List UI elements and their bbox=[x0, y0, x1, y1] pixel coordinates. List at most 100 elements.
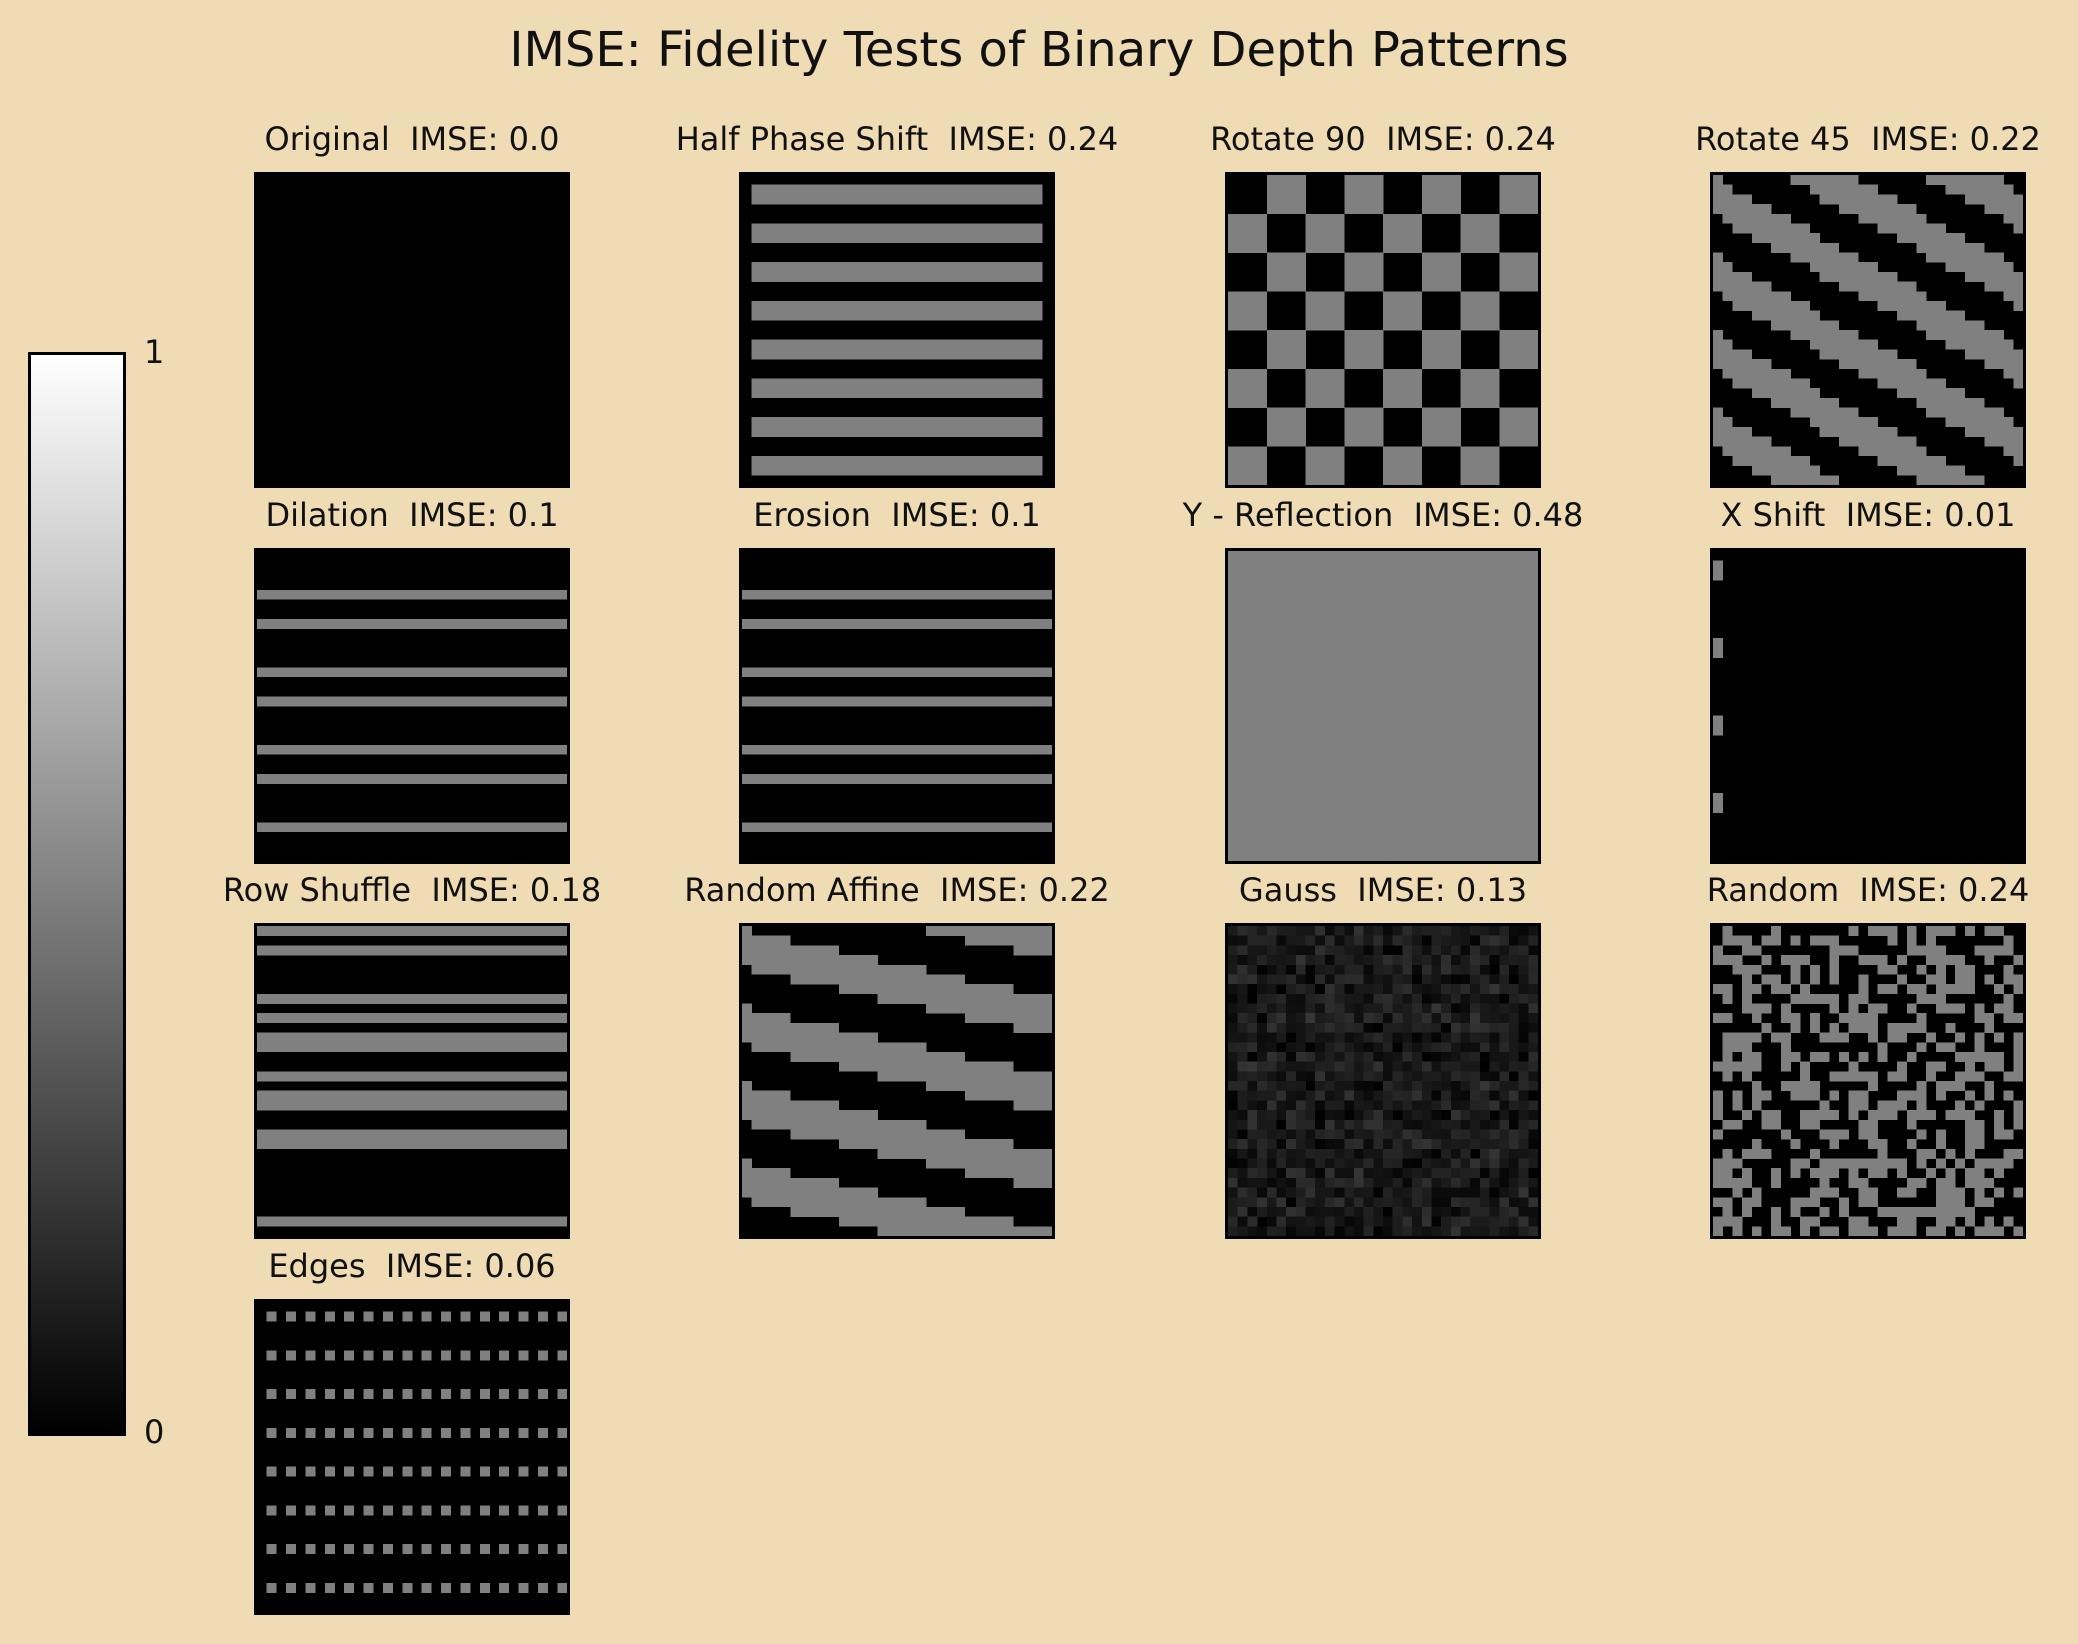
heatmap-cell bbox=[1528, 754, 1538, 765]
heatmap-cell bbox=[1353, 349, 1364, 360]
heatmap-cell bbox=[373, 1129, 384, 1140]
heatmap-cell bbox=[460, 1032, 471, 1043]
heatmap-cell bbox=[1392, 984, 1403, 995]
heatmap-cell bbox=[1392, 1226, 1403, 1236]
heatmap-cell bbox=[1499, 1226, 1510, 1236]
heatmap-cell bbox=[1809, 233, 1820, 244]
heatmap-cell bbox=[295, 696, 306, 707]
heatmap-cell bbox=[790, 426, 801, 437]
heatmap-cell bbox=[1887, 223, 1898, 234]
heatmap-cell bbox=[1373, 252, 1384, 263]
heatmap-cell bbox=[1780, 368, 1791, 379]
heatmap-cell bbox=[1363, 1022, 1374, 1033]
heatmap-cell bbox=[1722, 339, 1733, 350]
heatmap-cell bbox=[1470, 599, 1481, 610]
heatmap-cell bbox=[1305, 446, 1316, 457]
heatmap-cell bbox=[402, 696, 413, 707]
heatmap-cell bbox=[761, 1110, 772, 1121]
heatmap-cell bbox=[838, 773, 849, 784]
heatmap-cell bbox=[1305, 935, 1316, 946]
heatmap-cell bbox=[1353, 1187, 1364, 1198]
heatmap-cell bbox=[1713, 407, 1723, 418]
heatmap-cell bbox=[257, 1139, 267, 1150]
heatmap-cell bbox=[867, 1051, 878, 1062]
heatmap-cell bbox=[1334, 764, 1345, 775]
heatmap-cell bbox=[780, 339, 791, 350]
heatmap-cell bbox=[547, 1216, 558, 1227]
heatmap-cell bbox=[1508, 935, 1519, 946]
heatmap-cell bbox=[751, 194, 762, 205]
heatmap-cell bbox=[1868, 926, 1878, 936]
heatmap-cell bbox=[1228, 1216, 1238, 1227]
heatmap-cell bbox=[1276, 783, 1287, 794]
heatmap-cell bbox=[1247, 1003, 1258, 1014]
heatmap-cell bbox=[1392, 1129, 1403, 1140]
heatmap-cell bbox=[1402, 955, 1413, 966]
panel-row-shuffle bbox=[254, 923, 570, 1239]
heatmap-cell bbox=[858, 378, 869, 389]
heatmap-cell bbox=[1528, 1022, 1538, 1033]
heatmap-cell bbox=[1441, 175, 1452, 185]
heatmap-cell bbox=[1421, 955, 1432, 966]
heatmap-cell bbox=[1334, 744, 1345, 755]
heatmap-cell bbox=[1032, 339, 1043, 350]
heatmap-cell bbox=[916, 974, 927, 985]
heatmap-cell bbox=[1013, 223, 1024, 234]
heatmap-cell bbox=[1228, 945, 1238, 956]
heatmap-cell bbox=[1945, 475, 1956, 485]
heatmap-cell bbox=[537, 926, 548, 936]
heatmap-cell bbox=[1829, 262, 1840, 273]
heatmap-cell bbox=[751, 310, 762, 321]
heatmap-cell bbox=[955, 1081, 966, 1091]
heatmap-cell bbox=[1771, 446, 1782, 457]
heatmap-cell bbox=[1392, 822, 1403, 833]
heatmap-cell bbox=[945, 300, 956, 311]
heatmap-cell bbox=[771, 1042, 782, 1053]
heatmap-cell bbox=[1722, 935, 1733, 946]
heatmap-cell bbox=[1838, 359, 1849, 370]
heatmap-cell bbox=[1295, 926, 1306, 936]
heatmap-cell bbox=[1032, 1022, 1043, 1033]
heatmap-cell bbox=[402, 1032, 413, 1043]
heatmap-cell bbox=[916, 744, 927, 755]
heatmap-cell bbox=[1228, 744, 1238, 755]
heatmap-cell bbox=[984, 1090, 995, 1101]
heatmap-cell bbox=[1286, 851, 1297, 861]
heatmap-cell bbox=[887, 1197, 898, 1208]
heatmap-cell bbox=[1528, 1100, 1538, 1111]
heatmap-cell bbox=[1373, 628, 1384, 639]
heatmap-cell bbox=[1276, 744, 1287, 755]
heatmap-cell bbox=[1450, 841, 1461, 852]
heatmap-cell bbox=[935, 465, 946, 476]
heatmap-cell bbox=[877, 1197, 888, 1208]
heatmap-cell bbox=[1022, 589, 1033, 600]
heatmap-cell bbox=[1713, 945, 1723, 956]
heatmap-cell bbox=[499, 773, 510, 784]
heatmap-cell bbox=[1334, 657, 1345, 668]
heatmap-cell bbox=[2003, 935, 2014, 946]
heatmap-cell bbox=[1392, 657, 1403, 668]
heatmap-cell bbox=[470, 773, 481, 784]
heatmap-cell bbox=[1257, 233, 1268, 244]
heatmap-cell bbox=[1974, 271, 1985, 282]
heatmap-cell bbox=[916, 349, 927, 360]
heatmap-cell bbox=[382, 1042, 393, 1053]
heatmap-cell bbox=[1431, 560, 1442, 571]
heatmap-cell bbox=[974, 388, 985, 399]
heatmap-cell bbox=[1528, 281, 1538, 292]
heatmap-cell bbox=[1334, 1032, 1345, 1043]
panel-erosion bbox=[739, 548, 1055, 864]
heatmap-cell bbox=[1334, 242, 1345, 253]
heatmap-cell bbox=[1295, 706, 1306, 716]
heatmap-cell bbox=[1228, 657, 1238, 668]
heatmap-cell bbox=[1742, 368, 1753, 379]
heatmap-cell bbox=[1353, 696, 1364, 707]
heatmap-cell bbox=[2013, 204, 2023, 215]
heatmap-cell bbox=[1528, 1110, 1538, 1121]
heatmap-cell bbox=[1324, 744, 1335, 755]
heatmap-cell bbox=[1897, 436, 1908, 447]
heatmap-cell bbox=[800, 1129, 811, 1140]
heatmap-cell bbox=[1993, 417, 2004, 428]
heatmap-cell bbox=[1383, 1081, 1393, 1091]
heatmap-cell bbox=[1266, 638, 1277, 649]
